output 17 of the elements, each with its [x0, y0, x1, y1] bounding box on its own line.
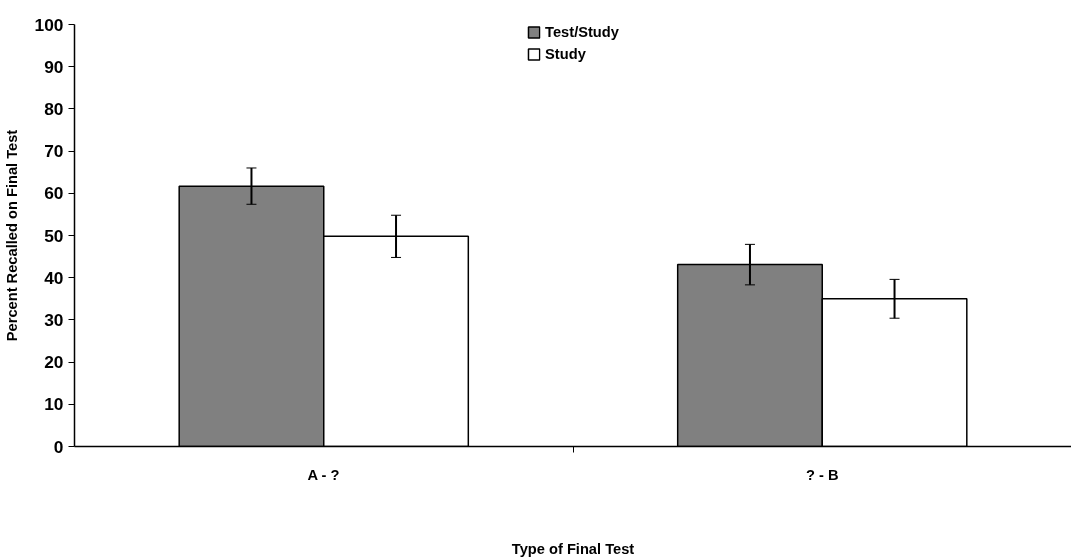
- x-tick-label: A - ?: [307, 466, 340, 483]
- legend-label: Test/Study: [545, 24, 619, 40]
- y-tick-label: 90: [44, 56, 64, 77]
- y-tick-label: 60: [44, 183, 64, 204]
- y-tick-label: 30: [44, 309, 64, 330]
- x-axis-title: Type of Final Test: [511, 540, 635, 557]
- y-tick-label: 20: [44, 352, 64, 373]
- y-tick-label: 40: [44, 267, 64, 288]
- y-tick-label: 0: [53, 436, 64, 457]
- y-tick-label: 100: [34, 14, 64, 35]
- y-tick-label: 70: [44, 141, 64, 162]
- y-tick-label: 80: [44, 98, 64, 119]
- y-tick-label: 50: [44, 225, 64, 246]
- y-tick-label: 10: [44, 394, 64, 415]
- legend-label: Study: [545, 46, 586, 62]
- y-axis-title: Percent Recalled on Final Test: [3, 129, 20, 342]
- x-tick-label: ? - B: [805, 466, 839, 483]
